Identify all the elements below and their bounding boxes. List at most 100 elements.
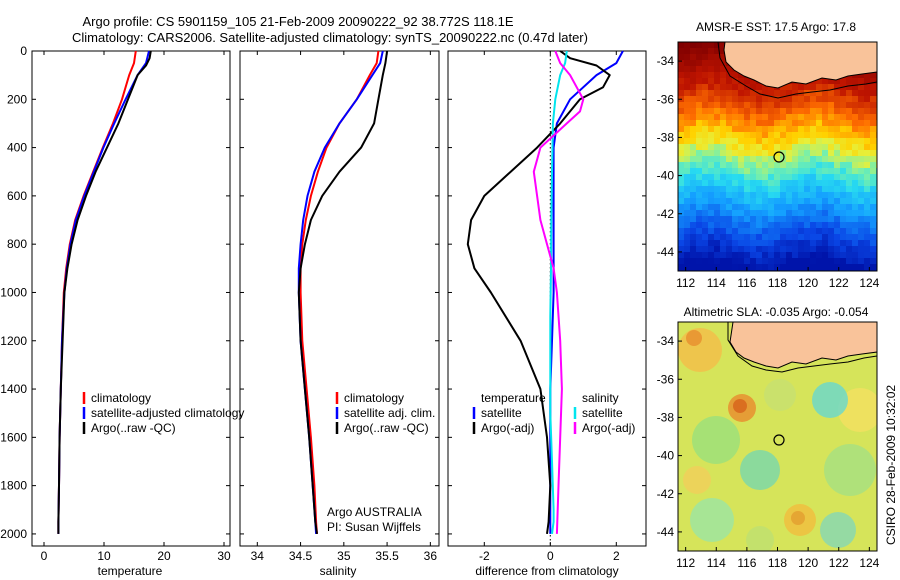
- sst-cell: [792, 234, 798, 240]
- sst-cell: [678, 42, 684, 48]
- sst-cell: [792, 138, 798, 144]
- sst-cell: [762, 168, 768, 174]
- sst-cell: [780, 168, 786, 174]
- sst-cell: [846, 180, 852, 186]
- sst-cell: [792, 120, 798, 126]
- sst-cell: [822, 204, 828, 210]
- sst-cell: [798, 216, 804, 222]
- sst-cell: [774, 90, 780, 96]
- sst-cell: [774, 96, 780, 102]
- sst-cell: [726, 66, 732, 72]
- sst-cell: [840, 216, 846, 222]
- sst-cell: [696, 180, 702, 186]
- sst-cell: [804, 108, 810, 114]
- sst-cell: [840, 192, 846, 198]
- sst-cell: [870, 102, 876, 108]
- sst-cell: [816, 84, 822, 90]
- sst-cell: [804, 174, 810, 180]
- sst-cell: [846, 216, 852, 222]
- sst-cell: [708, 258, 714, 264]
- sst-cell: [744, 228, 750, 234]
- sst-cell: [756, 84, 762, 90]
- sst-cell: [756, 162, 762, 168]
- sst-cell: [762, 204, 768, 210]
- x-tick-label: 10: [97, 549, 111, 563]
- sst-cell: [738, 156, 744, 162]
- sla-anomaly-patch: [733, 399, 747, 413]
- sst-cell: [804, 138, 810, 144]
- map-y-tick-label: -36: [657, 372, 675, 386]
- sla-map-title: Altimetric SLA: -0.035 Argo: -0.054: [684, 305, 869, 319]
- sst-cell: [702, 192, 708, 198]
- sst-cell: [768, 240, 774, 246]
- sst-cell: [720, 222, 726, 228]
- sst-cell: [780, 96, 786, 102]
- sst-cell: [864, 108, 870, 114]
- sst-cell: [684, 264, 690, 270]
- sst-cell: [834, 138, 840, 144]
- sst-cell: [870, 228, 876, 234]
- sst-cell: [834, 186, 840, 192]
- sst-cell: [870, 156, 876, 162]
- sst-cell: [816, 174, 822, 180]
- sst-cell: [708, 150, 714, 156]
- sst-cell: [690, 156, 696, 162]
- sst-cell: [732, 144, 738, 150]
- sst-cell: [726, 252, 732, 258]
- sst-cell: [864, 90, 870, 96]
- sst-cell: [786, 252, 792, 258]
- map-x-tick-label: 114: [707, 556, 726, 570]
- sst-cell: [684, 132, 690, 138]
- sst-cell: [870, 210, 876, 216]
- sst-cell: [690, 210, 696, 216]
- map-y-tick-label: -42: [657, 207, 675, 221]
- sst-cell: [690, 150, 696, 156]
- sst-cell: [702, 186, 708, 192]
- sst-cell: [720, 108, 726, 114]
- sst-cell: [840, 144, 846, 150]
- sst-cell: [774, 216, 780, 222]
- sst-cell: [738, 174, 744, 180]
- sst-cell: [768, 252, 774, 258]
- sst-cell: [708, 210, 714, 216]
- sst-cell: [708, 240, 714, 246]
- sst-cell: [828, 264, 834, 270]
- sst-cell: [852, 120, 858, 126]
- sst-cell: [744, 138, 750, 144]
- sst-cell: [702, 66, 708, 72]
- sst-cell: [822, 96, 828, 102]
- depth-tick-label: 1800: [0, 479, 27, 493]
- sst-cell: [810, 234, 816, 240]
- sst-cell: [840, 252, 846, 258]
- sst-cell: [792, 150, 798, 156]
- sst-cell: [864, 162, 870, 168]
- map-x-tick-label: 122: [829, 556, 849, 570]
- sst-cell: [840, 150, 846, 156]
- sst-cell: [840, 198, 846, 204]
- sst-cell: [768, 156, 774, 162]
- sst-cell: [726, 186, 732, 192]
- sst-cell: [738, 72, 744, 78]
- sst-cell: [840, 240, 846, 246]
- sst-cell: [804, 204, 810, 210]
- sst-cell: [702, 132, 708, 138]
- sst-cell: [678, 90, 684, 96]
- sst-cell: [786, 192, 792, 198]
- sst-cell: [750, 252, 756, 258]
- sst-cell: [750, 78, 756, 84]
- sst-cell: [756, 222, 762, 228]
- sst-cell: [798, 84, 804, 90]
- sst-cell: [768, 186, 774, 192]
- sst-cell: [786, 168, 792, 174]
- sst-cell: [792, 192, 798, 198]
- sst-cell: [870, 180, 876, 186]
- sst-cell: [696, 60, 702, 66]
- sst-cell: [720, 210, 726, 216]
- sst-cell: [768, 138, 774, 144]
- sst-cell: [828, 156, 834, 162]
- sst-cell: [780, 186, 786, 192]
- sst-cell: [708, 138, 714, 144]
- sst-cell: [792, 132, 798, 138]
- sst-cell: [732, 102, 738, 108]
- sst-cell: [816, 156, 822, 162]
